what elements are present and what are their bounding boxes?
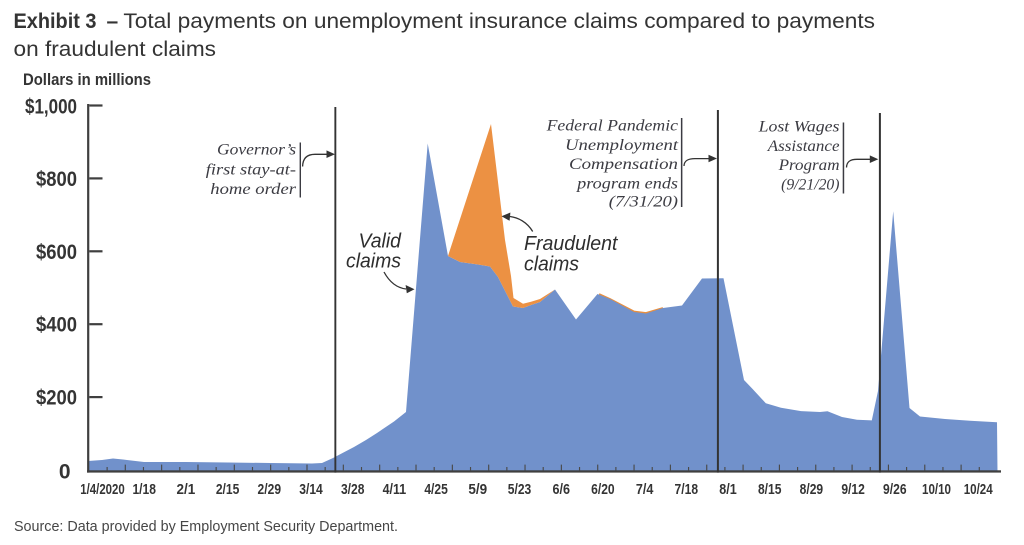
svg-text:6/20: 6/20 xyxy=(591,482,615,498)
svg-text:$600: $600 xyxy=(36,241,77,264)
svg-text:Governor’s: Governor’s xyxy=(217,142,296,159)
svg-text:claims: claims xyxy=(524,253,579,275)
svg-text:9/12: 9/12 xyxy=(841,482,865,498)
svg-text:1/18: 1/18 xyxy=(132,482,156,498)
svg-text:2/1: 2/1 xyxy=(177,482,196,498)
svg-text:Exhibit 3–Total payments on un: Exhibit 3– Total payments on unemployment… xyxy=(14,10,876,33)
svg-text:3/28: 3/28 xyxy=(341,482,365,498)
svg-text:(7/31/20): (7/31/20) xyxy=(609,194,678,211)
svg-text:Source: Data provided by Emplo: Source: Data provided by Employment Secu… xyxy=(14,518,398,535)
svg-text:on fraudulent claims: on fraudulent claims xyxy=(14,38,217,61)
svg-text:0: 0 xyxy=(59,460,71,483)
svg-text:10/24: 10/24 xyxy=(964,482,993,498)
svg-text:2/15: 2/15 xyxy=(216,482,240,498)
svg-text:Valid: Valid xyxy=(359,231,402,253)
svg-text:8/15: 8/15 xyxy=(758,482,782,498)
svg-text:10/10: 10/10 xyxy=(922,482,951,498)
svg-text:Compensation: Compensation xyxy=(569,156,678,173)
svg-text:4/11: 4/11 xyxy=(383,482,407,498)
svg-text:Fraudulent: Fraudulent xyxy=(524,233,619,255)
svg-text:8/1: 8/1 xyxy=(719,482,737,498)
svg-text:2/29: 2/29 xyxy=(258,482,282,498)
svg-text:6/6: 6/6 xyxy=(552,482,570,498)
svg-text:first stay-at-: first stay-at- xyxy=(206,161,296,178)
svg-text:Assistance: Assistance xyxy=(767,138,840,155)
svg-text:Federal Pandemic: Federal Pandemic xyxy=(545,118,678,135)
svg-text:3/14: 3/14 xyxy=(299,482,323,498)
svg-text:8/29: 8/29 xyxy=(800,482,824,498)
svg-text:claims: claims xyxy=(346,251,401,273)
svg-text:Dollars in millions: Dollars in millions xyxy=(23,70,151,89)
svg-text:Lost Wages: Lost Wages xyxy=(757,119,839,136)
svg-text:program ends: program ends xyxy=(576,175,678,192)
svg-text:home order: home order xyxy=(210,181,297,198)
svg-text:(9/21/20): (9/21/20) xyxy=(781,176,839,193)
svg-text:7/18: 7/18 xyxy=(675,482,699,498)
svg-text:7/4: 7/4 xyxy=(636,482,654,498)
svg-text:Program: Program xyxy=(778,157,840,174)
svg-text:Unemployment: Unemployment xyxy=(565,137,679,154)
svg-text:$800: $800 xyxy=(36,168,77,191)
svg-text:5/9: 5/9 xyxy=(468,482,487,498)
svg-text:$400: $400 xyxy=(36,314,77,337)
svg-text:5/23: 5/23 xyxy=(508,482,532,498)
svg-text:$200: $200 xyxy=(36,387,77,410)
svg-text:1/4/2020: 1/4/2020 xyxy=(80,482,125,498)
svg-text:9/26: 9/26 xyxy=(883,482,907,498)
svg-text:4/25: 4/25 xyxy=(424,482,448,498)
svg-text:$1,000: $1,000 xyxy=(25,96,77,119)
